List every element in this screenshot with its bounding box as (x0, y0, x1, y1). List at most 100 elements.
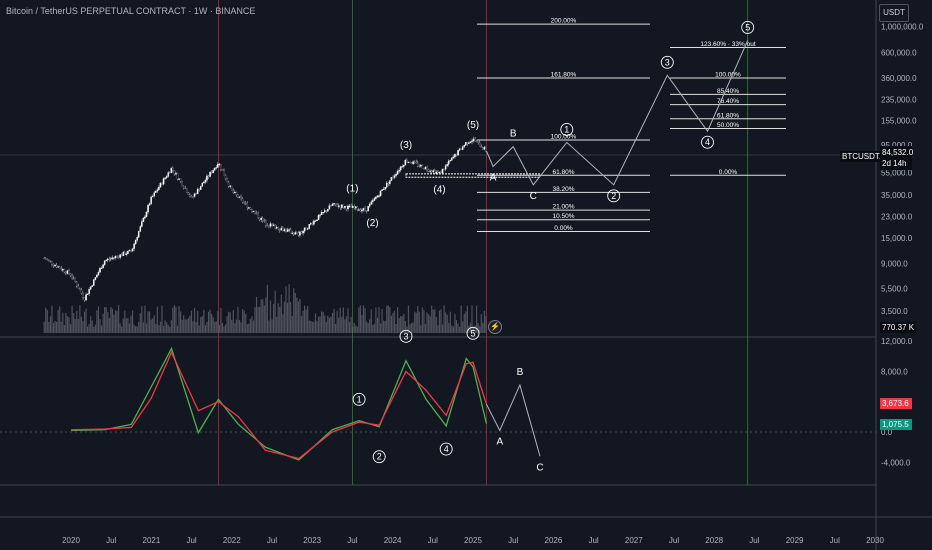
projection-label: 4 (705, 137, 710, 147)
volume-bar (204, 325, 206, 333)
candle-body (265, 220, 267, 226)
volume-bar (245, 313, 247, 333)
candle-body (55, 265, 58, 268)
candle-body (60, 268, 63, 270)
candle-body (158, 187, 160, 190)
volume-bar (273, 303, 275, 333)
candle-body (316, 219, 318, 221)
volume-bar (319, 316, 321, 333)
volume-bar (383, 320, 385, 333)
candle-body (379, 190, 382, 196)
price-axis-label: 235,000.0 (881, 95, 917, 104)
volume-bar (260, 299, 262, 333)
volume-bar (54, 320, 56, 333)
volume-bar (234, 323, 236, 333)
bar-countdown: 2d 14h (882, 159, 907, 168)
volume-bar (417, 306, 419, 333)
volume-bar (43, 321, 45, 333)
volume-bar (226, 316, 228, 333)
volume-bar (344, 319, 346, 333)
volume-bar (403, 313, 405, 333)
time-axis-label: Jul (267, 536, 277, 545)
volume-bar (463, 313, 465, 333)
candle-body (472, 138, 475, 141)
candle-body (452, 156, 455, 159)
volume-bar (328, 317, 330, 333)
volume-bar (423, 310, 425, 333)
volume-bar (286, 302, 289, 333)
volume-bar (428, 314, 430, 333)
candle-body (52, 264, 55, 266)
volume-bar (77, 319, 79, 333)
volume-bar (249, 318, 251, 333)
volume-bar (155, 323, 157, 333)
volume-bar (158, 325, 160, 333)
candle-body (258, 217, 261, 220)
candle-body (198, 188, 200, 190)
volume-bar (314, 313, 317, 333)
volume-bar (71, 305, 73, 333)
candle-body (302, 230, 304, 234)
volume-bar (412, 322, 414, 333)
oscillator-wave-label: 5 (470, 328, 475, 338)
volume-bar (149, 311, 151, 333)
volume-bar (335, 323, 337, 333)
volume-bar (350, 316, 352, 333)
volume-bar (240, 322, 242, 333)
candle-body (372, 200, 374, 203)
currency-badge[interactable]: USDT (879, 4, 909, 22)
candle-body (311, 223, 314, 225)
volume-bar (90, 316, 92, 333)
candle-body (275, 226, 278, 229)
volume-group (43, 284, 487, 333)
candle-body (54, 265, 56, 267)
volume-bar (69, 324, 72, 333)
candle-body (128, 250, 131, 252)
candle-body (244, 202, 247, 204)
fib-target-label: 123.60% · 33% out (700, 41, 755, 48)
volume-bar (231, 319, 233, 333)
volume-bar (62, 312, 64, 333)
candle-body (465, 142, 467, 146)
volume-bar (102, 313, 104, 333)
volume-bar (304, 305, 306, 333)
candle-body (235, 192, 238, 195)
wave-label: (2) (366, 218, 378, 229)
candle-body (124, 252, 126, 255)
volume-bar (372, 324, 374, 333)
fib-target-label: 85.40% (717, 88, 739, 95)
volume-bar (136, 326, 138, 333)
volume-bar (175, 306, 177, 333)
price-axis-label: 600,000.0 (881, 48, 917, 57)
volume-bar (119, 323, 121, 333)
oscillator-axis-label: 0.0 (881, 428, 893, 437)
candle-body (354, 206, 357, 209)
volume-bar (342, 307, 344, 333)
volume-bar (338, 317, 340, 333)
candle-body (57, 266, 59, 268)
volume-bar (432, 309, 434, 333)
candle-body (187, 192, 190, 196)
candle-body (206, 175, 208, 181)
lightning-icon[interactable]: ⚡ (488, 320, 502, 334)
candle-body (234, 192, 236, 194)
candle-body (173, 170, 176, 174)
candle-body (213, 167, 216, 171)
volume-bar (193, 307, 196, 333)
candle-body (393, 175, 396, 178)
volume-bar (116, 311, 118, 333)
volume-bar (443, 305, 445, 333)
volume-bar (189, 315, 191, 333)
candle-body (144, 216, 146, 219)
volume-bar (181, 319, 183, 333)
volume-bar (66, 316, 69, 333)
candle-body (71, 275, 73, 278)
volume-bar (476, 305, 478, 333)
projection-label-circle (560, 122, 574, 136)
candle-body (429, 170, 431, 172)
volume-bar (257, 307, 259, 333)
volume-bar (206, 321, 208, 333)
volume-bar (404, 321, 406, 333)
volume-bar (183, 315, 185, 333)
